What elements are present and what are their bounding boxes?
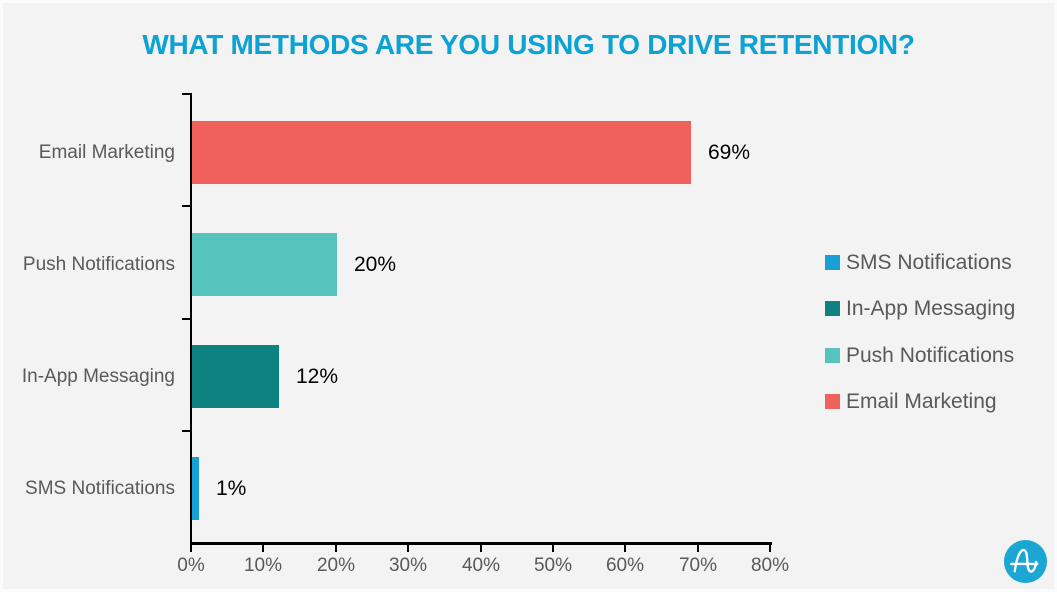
legend-item-in-app-messaging: In-App Messaging: [825, 297, 1015, 321]
x-tick-mark: [190, 544, 192, 552]
y-axis-line: [190, 93, 192, 544]
value-label-email-marketing: 69%: [708, 141, 751, 164]
bar-email-marketing: [192, 121, 691, 184]
y-tick-mark: [182, 318, 191, 320]
category-label-email-marketing: Email Marketing: [38, 142, 175, 163]
legend-item-sms-notifications: SMS Notifications: [825, 251, 1012, 275]
value-label-sms-notifications: 1%: [216, 477, 247, 500]
legend-item-push-notifications: Push Notifications: [825, 344, 1014, 368]
x-axis-line: [190, 542, 772, 545]
bar-push-notifications: [192, 233, 337, 296]
x-tick-label: 80%: [750, 555, 790, 576]
x-tick-label: 0%: [177, 555, 205, 576]
category-label-sms-notifications: SMS Notifications: [25, 478, 175, 499]
y-tick-mark: [182, 93, 191, 95]
legend-label-email-marketing: Email Marketing: [846, 390, 997, 413]
x-tick-label: 30%: [388, 555, 428, 576]
x-tick-mark: [480, 544, 482, 552]
value-label-in-app-messaging: 12%: [296, 365, 339, 388]
x-tick-mark: [697, 544, 699, 552]
category-label-push-notifications: Push Notifications: [22, 254, 175, 275]
legend-label-push-notifications: Push Notifications: [846, 344, 1015, 367]
legend-item-email-marketing: Email Marketing: [825, 390, 997, 414]
bar-in-app-messaging: [192, 345, 279, 408]
y-tick-mark: [182, 430, 191, 432]
x-tick-label: 50%: [533, 555, 573, 576]
x-tick-mark: [769, 544, 771, 552]
appcues-logo: [1003, 539, 1048, 584]
legend-label-sms-notifications: SMS Notifications: [846, 251, 1012, 274]
x-tick-mark: [624, 544, 626, 552]
x-tick-mark: [335, 544, 337, 552]
x-tick-label: 60%: [605, 555, 645, 576]
x-tick-label: 20%: [316, 555, 356, 576]
legend-label-in-app-messaging: In-App Messaging: [846, 297, 1016, 320]
category-label-in-app-messaging: In-App Messaging: [21, 366, 175, 387]
bar-sms-notifications: [192, 457, 199, 520]
x-tick-mark: [407, 544, 409, 552]
legend-swatch-push-notifications: [825, 348, 840, 363]
legend-swatch-in-app-messaging: [825, 301, 840, 316]
value-label-push-notifications: 20%: [354, 253, 397, 276]
legend-swatch-email-marketing: [825, 394, 840, 409]
chart-title: WHAT METHODS ARE YOU USING TO DRIVE RETE…: [142, 29, 915, 60]
x-tick-label: 70%: [678, 555, 718, 576]
y-tick-mark: [182, 205, 191, 207]
x-tick-label: 10%: [243, 555, 283, 576]
legend-swatch-sms-notifications: [825, 255, 840, 270]
x-tick-label: 40%: [461, 555, 501, 576]
x-tick-mark: [262, 544, 264, 552]
x-tick-mark: [552, 544, 554, 552]
